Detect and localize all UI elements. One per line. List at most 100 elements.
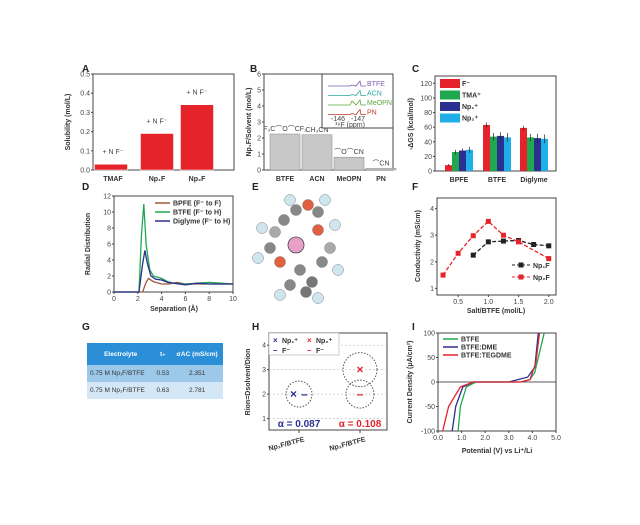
atom (300, 286, 312, 298)
legend-label: F⁻ (462, 81, 470, 88)
legend-label: Np₂⁺ (462, 116, 478, 123)
atom (284, 194, 296, 206)
legend-marker: – (273, 346, 278, 355)
bar (490, 136, 497, 171)
x-tick-label: 2 (136, 296, 140, 303)
atom (252, 252, 264, 264)
y-tick-label: 2 (430, 259, 434, 266)
atom (256, 222, 268, 234)
y-tick-label: 60 (424, 125, 432, 132)
panel-g-table: Electrolyte t₊ σAC (mS/cm) 0.75 M Np₁F/B… (87, 343, 223, 399)
y-tick-label: 40 (424, 139, 432, 146)
structure-annotation: + N F⁻ (102, 149, 123, 156)
legend-label: BTFE (461, 337, 480, 344)
data-marker: × (290, 387, 297, 401)
category-label: TMAF (103, 176, 123, 183)
inset-series-label: MeOPN (367, 100, 392, 107)
y-tick-label: 1 (262, 416, 266, 423)
data-point (546, 256, 552, 262)
inset-series-label: PN (367, 110, 377, 117)
legend-swatch (440, 90, 460, 100)
nmr-spectrum (328, 99, 366, 106)
atom (294, 264, 306, 276)
legend-marker: × (273, 336, 278, 345)
y-tick-label: 0 (107, 290, 111, 297)
y-tick-label: 8 (107, 226, 111, 233)
y-axis-label: Np₁F/Solvent (mol/L) (246, 87, 253, 156)
x-axis-label: Potential (V) vs Li⁺/Li (462, 448, 533, 455)
data-point (500, 232, 506, 238)
bar (466, 149, 473, 171)
panel-label: C (412, 64, 419, 75)
data-point (485, 218, 491, 224)
legend-label: Diglyme (F⁻ to H) (173, 219, 230, 226)
bar (94, 163, 128, 171)
bar (333, 156, 365, 171)
structure-annotation: CH₃CN (305, 127, 328, 134)
bar (534, 138, 541, 171)
y-tick-label: 6 (257, 72, 261, 79)
col-header: t₊ (154, 343, 172, 365)
legend-box (268, 332, 340, 356)
y-tick-label: 1 (430, 286, 434, 293)
category-label: Np₁F (149, 176, 166, 183)
category-label: Np₂F/BTFE (329, 436, 367, 452)
legend-label: Np₁⁺ (282, 338, 298, 345)
data-point (531, 242, 537, 248)
y-tick-label: 0 (431, 380, 435, 387)
category-label: Np₂F (189, 176, 206, 183)
legend-marker (518, 262, 524, 268)
data-point (500, 238, 506, 244)
x-tick-label: 8 (207, 296, 211, 303)
atom (302, 199, 314, 211)
cell: 2.351 (171, 365, 223, 382)
table-row: 0.75 M Np₂F/BTFE 0.63 2.781 (87, 382, 223, 399)
legend-label: Np₂F (533, 275, 550, 282)
category-label: BTFE (488, 177, 507, 184)
legend-label: F⁻ (316, 348, 324, 355)
y-tick-label: 120 (420, 81, 432, 88)
atom (329, 219, 341, 231)
y-tick-label: 3 (430, 233, 434, 240)
bar (365, 168, 397, 171)
y-tick-label: 0 (428, 169, 432, 176)
y-tick-label: -100 (421, 429, 435, 436)
series-line-0 (114, 277, 233, 293)
y-tick-label: 2 (262, 392, 266, 399)
x-tick-label: 5.0 (551, 435, 561, 442)
category-label: Diglyme (520, 177, 547, 184)
inset-series-label: BTFE (367, 81, 385, 88)
y-tick-label: 0.0 (80, 168, 90, 175)
data-point (516, 239, 522, 245)
structure-annotation: ⌒CN (372, 159, 389, 167)
y-tick-label: 0.4 (80, 91, 90, 98)
data-point (546, 243, 552, 249)
category-label: BPFE (450, 177, 469, 184)
table-row: 0.75 M Np₁F/BTFE 0.53 2.351 (87, 365, 223, 382)
atom (316, 256, 328, 268)
cell: 0.63 (154, 382, 172, 399)
inset-x-label: ¹⁹F (ppm) (335, 122, 365, 129)
bar (452, 152, 459, 171)
nmr-spectrum (328, 80, 366, 87)
bar (504, 137, 511, 171)
bar (459, 150, 466, 171)
y-tick-label: 3 (262, 367, 266, 374)
legend-swatch (440, 79, 460, 88)
data-marker: – (301, 387, 308, 401)
y-tick-label: 0.2 (80, 129, 90, 136)
x-axis-label: Separation (Å) (150, 304, 198, 313)
nmr-spectrum (328, 89, 366, 96)
alpha-annotation: α = 0.108 (339, 419, 382, 430)
category-label: MeOPN (337, 176, 362, 183)
y-tick-label: 1 (257, 152, 261, 159)
structure-annotation: + N F⁻ (146, 119, 167, 126)
y-tick-label: 0.1 (80, 148, 90, 155)
bar (445, 165, 452, 171)
legend-label: BTFE (F⁻ to H) (173, 210, 221, 217)
legend-label: F⁻ (282, 348, 290, 355)
y-tick-label: 50 (427, 355, 435, 362)
bar (140, 133, 174, 171)
x-tick-label: 1.0 (457, 435, 467, 442)
y-tick-label: -50 (425, 404, 435, 411)
